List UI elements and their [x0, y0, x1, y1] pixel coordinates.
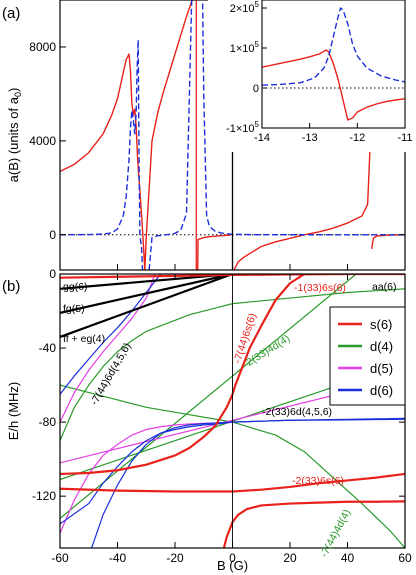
panel-b-annotation-2: ff + eg(4) [63, 333, 105, 345]
panel-a-series-4 [60, 39, 144, 270]
panel-b-series-threshold-1 [60, 274, 233, 314]
panel-b-xlabel: B (G) [217, 558, 248, 573]
panel-b-ytick-label: -80 [39, 415, 57, 429]
panel-b-ytick-label: -40 [39, 341, 57, 355]
panel-b-ylabel: E/h (MHz) [6, 382, 21, 441]
panel-b-series-threshold-2 [60, 274, 233, 338]
panel-b-series-s6-6 [60, 472, 405, 493]
inset-ytick-label: 2×105 [230, 0, 260, 15]
panel-a-series-2 [233, 150, 371, 270]
panel-a-ytick-label: 4000 [29, 134, 56, 148]
panel-b-series-s6-7 [222, 500, 405, 548]
legend-label-0: s(6) [370, 317, 392, 332]
panel-b-series-s6-4 [60, 274, 305, 476]
panel-a-label: (a) [2, 5, 20, 22]
panel-b-ytick-label: -120 [32, 489, 56, 503]
panel-b-annotation-3: aa(6) [372, 281, 397, 293]
inset-series-1 [262, 7, 405, 86]
panel-b-annotation-6: -1(33)6s(6) [294, 282, 346, 294]
panel-b-series-d6-17 [91, 418, 405, 548]
inset: -14 -13 -12 -11 -1×105 0 1×105 2×105 [208, 0, 416, 152]
panel-a-ylabel: a(B) (units of a0) [6, 88, 23, 183]
inset-ytick-label: 1×105 [230, 40, 260, 55]
inset-series-0 [262, 49, 405, 121]
panel-a-ytick-label: 8000 [29, 40, 56, 54]
panel-b-series-d4-10 [60, 288, 405, 441]
panel-b-xtick-label: 40 [341, 551, 355, 565]
panel-b-xtick-label: -40 [109, 551, 127, 565]
inset-xtick-label: -12 [349, 132, 365, 144]
panel-b-xtick-label: -60 [51, 551, 69, 565]
panel-b-series-d5-13 [60, 421, 233, 534]
panel-b-xtick-label: 20 [283, 551, 297, 565]
panel-a-series-0 [60, 0, 193, 270]
panel-b-label: (b) [2, 278, 20, 295]
panel-a-series-3 [370, 234, 405, 249]
panel-b-series-d4-11 [60, 384, 405, 548]
panel-b-series-d4-9 [60, 274, 357, 519]
inset-xtick-label: -14 [254, 132, 270, 144]
panel-b-xtick-label: 0 [229, 551, 236, 565]
legend-label-1: d(4) [370, 339, 393, 354]
panel-a-series-1 [197, 234, 232, 270]
panel-b-xtick-label: 60 [398, 551, 412, 565]
panel-b-annotation-4: -7(44)6d(4,5,6) [88, 341, 133, 408]
legend-label-2: d(5) [370, 361, 393, 376]
panel-b-annotation-8: -2(33)6d(4,5,6) [262, 406, 332, 418]
panel-b-series-d5-14 [60, 274, 156, 423]
panel-b: (b) 0 -40 -80 -120 -60 -40 -20 0 20 40 60 B (G) E/h (… [2, 267, 412, 573]
panel-b-annotation-0: gg(6) [63, 281, 88, 293]
inset-ytick-label: -1×105 [226, 120, 259, 135]
inset-series [262, 7, 405, 121]
inset-ytick-label: 0 [253, 83, 259, 95]
panel-a-ytick-label: 0 [49, 228, 56, 242]
panel-b-ytick-label: 0 [49, 267, 56, 281]
legend-label-3: d(6) [370, 383, 393, 398]
panel-b-annotation-1: fg(5) [63, 303, 85, 315]
inset-frame [261, 0, 406, 129]
inset-xtick-label: -11 [397, 132, 412, 144]
panel-b-annotation-9: -2(33)6s(6) [292, 475, 344, 487]
panel-b-legend: s(6) d(4) d(5) d(6) [329, 306, 406, 406]
panel-b-series-d6-16 [60, 274, 162, 395]
panel-a-series-5 [148, 0, 193, 270]
panel-b-xtick-label: -20 [166, 551, 184, 565]
inset-xtick-label: -13 [302, 132, 318, 144]
